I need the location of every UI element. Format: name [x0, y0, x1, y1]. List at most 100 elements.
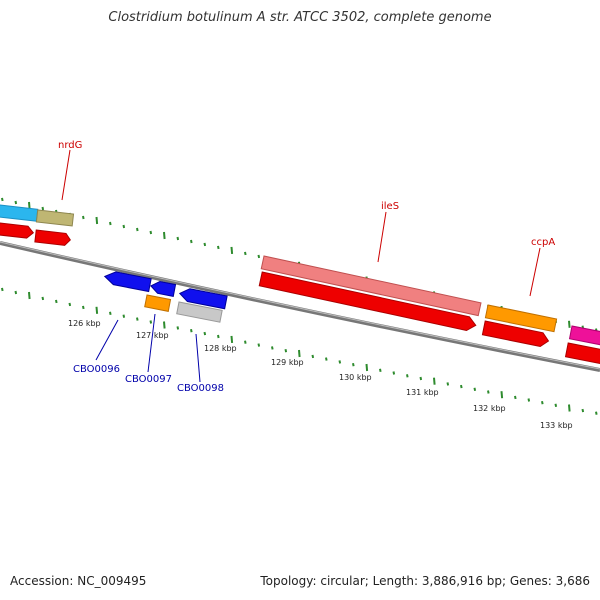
tick-bottom-tick [446, 382, 450, 386]
tick-bottom-tick [500, 391, 504, 399]
scale-label-129: 129 kbp [271, 358, 304, 367]
tick-bottom-tick [217, 334, 220, 339]
tick-top-tick [244, 251, 247, 256]
tick-bottom-tick [136, 317, 139, 321]
gene-arrow-red-left-1[interactable] [0, 221, 35, 239]
tick-bottom-tick [122, 314, 126, 318]
tick-top-tick [176, 236, 180, 241]
tick-bottom-tick [352, 363, 355, 367]
tick-bottom-tick [68, 302, 72, 307]
tick-top-tick [257, 254, 261, 259]
tick-bottom-tick [311, 354, 315, 359]
gene-arrow-ileS[interactable] [258, 271, 477, 332]
tick-bottom-tick [176, 326, 180, 330]
tick-bottom-tick [379, 368, 382, 372]
tick-bottom-tick [568, 404, 571, 412]
tick-top-tick [14, 200, 18, 205]
gene-arrow-red-right[interactable] [564, 342, 600, 366]
tick-top-tick [1, 197, 4, 202]
gene-feature-ileS[interactable] [260, 255, 482, 317]
tick-bottom-tick [257, 343, 261, 347]
tick-bottom-tick [271, 346, 274, 350]
gene-label-ileS: ileS [381, 201, 399, 212]
gene-label-CBO0098: CBO0098 [177, 383, 224, 394]
tick-top-tick [136, 227, 139, 232]
scale-label-126: 126 kbp [68, 319, 101, 328]
tick-bottom-tick [244, 340, 247, 344]
tick-top-tick [122, 224, 126, 229]
tick-top-tick [95, 216, 99, 225]
tick-top-tick [217, 245, 220, 250]
tick-bottom-tick [284, 349, 288, 353]
gene-arrow-red-left-2[interactable] [34, 229, 71, 246]
gene-feature-magenta[interactable] [568, 325, 600, 347]
tick-top-tick [190, 239, 193, 244]
tick-top-tick [163, 231, 166, 240]
tick-bottom-tick [82, 305, 85, 310]
tick-top-tick [41, 206, 45, 211]
tick-bottom-tick [95, 306, 99, 314]
tick-bottom-tick [298, 349, 301, 358]
scale-label-128: 128 kbp [204, 344, 237, 353]
tick-bottom-tick [473, 387, 477, 391]
map-title: Clostridium botulinum A str. ATCC 3502, … [108, 10, 492, 25]
gene-feature-CBO0097[interactable] [144, 294, 172, 312]
tick-bottom-tick [406, 374, 409, 378]
gene-label-CBO0097: CBO0097 [125, 374, 172, 385]
tick-bottom-tick [163, 321, 166, 329]
tick-bottom-tick [365, 363, 369, 372]
tick-bottom-tick [460, 384, 463, 389]
gene-arrow-blue-small[interactable] [150, 280, 177, 297]
tick-bottom-tick [419, 376, 423, 381]
tick-bottom-tick [230, 335, 234, 343]
tick-bottom-tick [109, 311, 112, 315]
scale-label-127: 127 kbp [136, 331, 169, 340]
tick-top-tick [568, 320, 571, 328]
tick-bottom-tick [392, 371, 396, 375]
tick-bottom-tick [190, 329, 193, 333]
gene-feature-ccpA[interactable] [484, 304, 558, 333]
scale-labels: 126 kbp 127 kbp 128 kbp 129 kbp 130 kbp … [68, 319, 573, 430]
gene-arrow-CBO0096[interactable] [103, 270, 152, 293]
scale-label-130: 130 kbp [339, 373, 372, 382]
tick-top-tick [230, 246, 234, 254]
gene-label-CBO0096: CBO0096 [73, 364, 120, 375]
accession-text: Accession: NC_009495 [10, 574, 147, 588]
tick-top-tick [149, 230, 153, 235]
tick-row-bottom [1, 287, 598, 415]
tick-bottom-tick [433, 377, 436, 385]
tick-bottom-tick [554, 403, 558, 407]
scale-label-131: 131 kbp [406, 388, 439, 397]
tick-bottom-tick [55, 299, 58, 304]
scale-label-133: 133 kbp [540, 421, 573, 430]
tick-top-tick [203, 242, 207, 247]
gene-label-nrdG: nrdG [58, 140, 82, 151]
tick-top-tick [28, 201, 31, 210]
tick-top-tick [82, 215, 85, 220]
topology-text: Topology: circular; Length: 3,886,916 bp… [260, 574, 590, 588]
gene-arrow-ccpA[interactable] [481, 320, 550, 348]
gene-feature-grey[interactable] [176, 301, 223, 323]
tick-bottom-tick [149, 320, 153, 324]
tick-bottom-tick [41, 296, 45, 301]
tick-bottom-tick [28, 291, 31, 300]
tick-bottom-tick [203, 331, 207, 336]
gene-feature-cyan[interactable] [0, 203, 39, 222]
genome-backbone [0, 241, 600, 372]
tick-bottom-tick [514, 395, 517, 400]
tick-bottom-tick [581, 408, 585, 413]
tick-bottom-tick [487, 390, 490, 394]
tick-bottom-tick [325, 357, 328, 361]
tick-bottom-tick [541, 401, 544, 405]
scale-label-132: 132 kbp [473, 404, 506, 413]
tick-bottom-tick [1, 287, 4, 292]
gene-arrow-CBO0098[interactable] [178, 287, 228, 310]
tick-bottom-tick [14, 290, 18, 295]
gene-feature-nrdG[interactable] [35, 209, 75, 227]
tick-bottom-tick [595, 411, 598, 415]
tick-bottom-tick [338, 360, 342, 364]
tick-bottom-tick [527, 398, 531, 402]
gene-label-ccpA: ccpA [531, 237, 555, 248]
tick-top-tick [109, 221, 112, 226]
